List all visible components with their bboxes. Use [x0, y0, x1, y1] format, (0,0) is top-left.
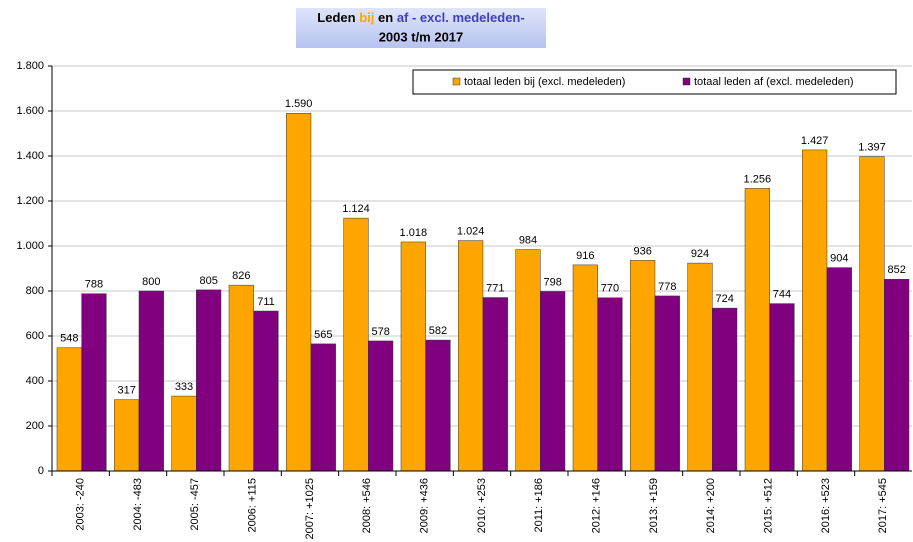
x-tick-label: 2010: +253 [476, 478, 488, 533]
bar [630, 260, 656, 472]
bar [253, 310, 279, 472]
x-tick-label: 2005: -457 [189, 478, 201, 531]
x-tick-label: 2009: +436 [419, 478, 431, 533]
value-label: 771 [486, 282, 504, 294]
y-tick-label: 400 [26, 375, 44, 387]
value-label: 924 [691, 248, 709, 260]
x-tick-label: 2007: +1025 [304, 478, 316, 539]
value-label: 1.024 [457, 226, 485, 238]
value-label: 916 [576, 250, 594, 262]
title-part: en [378, 10, 393, 25]
x-tick-label: 2011: +186 [533, 478, 545, 533]
value-label: 724 [715, 293, 733, 305]
bar [228, 284, 254, 472]
value-label: 582 [429, 325, 447, 337]
legend-swatch [452, 77, 461, 86]
value-label: 1.256 [744, 173, 772, 185]
value-label: 1.397 [858, 142, 886, 154]
bar [171, 395, 197, 472]
y-tick-label: 1.400 [16, 150, 44, 162]
value-label: 744 [773, 289, 791, 301]
bar [826, 267, 852, 472]
value-label: 317 [117, 385, 135, 397]
x-tick-label: 2012: +146 [591, 478, 603, 533]
y-tick-label: 1.200 [16, 195, 44, 207]
x-tick-label: 2013: +159 [648, 478, 660, 533]
value-label: 984 [519, 235, 537, 247]
bar [769, 303, 795, 472]
bar [744, 188, 770, 472]
value-label: 904 [830, 253, 848, 265]
bar [368, 340, 394, 472]
value-label: 565 [314, 329, 332, 341]
value-label: 778 [658, 281, 676, 293]
bar [425, 339, 451, 472]
x-tick-label: 2008: +546 [361, 478, 373, 533]
legend-label: totaal leden af (excl. medeleden) [694, 76, 854, 88]
value-label: 711 [257, 296, 275, 308]
value-label: 770 [601, 283, 619, 295]
bar [540, 291, 566, 472]
bar [458, 240, 484, 472]
legend-label: totaal leden bij (excl. medeleden) [464, 76, 625, 88]
value-label: 548 [60, 333, 78, 345]
bar [56, 347, 82, 472]
bar [687, 262, 713, 472]
bar [286, 113, 312, 472]
legend-box [412, 69, 897, 95]
bar [712, 307, 738, 472]
bar [400, 241, 426, 472]
legend-swatch [682, 77, 691, 86]
bar [138, 290, 164, 472]
bar [597, 297, 623, 472]
x-tick-label: 2004: -483 [132, 478, 144, 531]
x-tick-label: 2016: +523 [820, 478, 832, 533]
y-tick-label: 600 [26, 330, 44, 342]
y-tick-label: 1.800 [16, 60, 44, 72]
y-tick-label: 200 [26, 420, 44, 432]
value-label: 333 [175, 381, 193, 393]
value-label: 1.124 [342, 203, 370, 215]
value-label: 1.427 [801, 135, 829, 147]
title-part: af - excl. medeleden- [397, 10, 525, 25]
value-label: 800 [142, 276, 160, 288]
title-part: Leden [317, 10, 355, 25]
bar [515, 249, 541, 472]
y-tick-label: 1.600 [16, 105, 44, 117]
bar [310, 343, 336, 472]
x-tick-label: 2015: +512 [763, 478, 775, 533]
chart-subtitle: 2003 t/m 2017 [379, 29, 464, 44]
x-tick-label: 2014: +200 [705, 478, 717, 533]
bar [196, 289, 222, 472]
title-box [296, 8, 546, 48]
y-tick-label: 800 [26, 285, 44, 297]
bar [343, 217, 369, 472]
bar [802, 149, 828, 472]
value-label: 936 [633, 245, 651, 257]
value-label: 788 [85, 279, 103, 291]
bar [572, 264, 598, 472]
bar [81, 293, 107, 472]
y-tick-label: 1.000 [16, 240, 44, 252]
value-label: 805 [199, 275, 217, 287]
value-label: 798 [543, 276, 561, 288]
bar [654, 295, 680, 472]
value-label: 578 [371, 326, 389, 338]
value-label: 1.590 [285, 98, 313, 110]
bar [884, 279, 910, 472]
value-label: 1.018 [400, 227, 428, 239]
bar [859, 156, 885, 472]
bar [114, 399, 140, 472]
title-part: bij [359, 10, 374, 25]
x-tick-label: 2017: +545 [877, 478, 889, 533]
value-label: 852 [887, 264, 905, 276]
chart-title: Leden bij en af - excl. medeleden- [317, 10, 524, 25]
value-label: 826 [232, 270, 250, 282]
x-tick-label: 2006: +115 [247, 478, 259, 533]
x-tick-label: 2003: -240 [75, 478, 87, 531]
bar [482, 297, 508, 472]
y-tick-label: 0 [38, 465, 44, 477]
